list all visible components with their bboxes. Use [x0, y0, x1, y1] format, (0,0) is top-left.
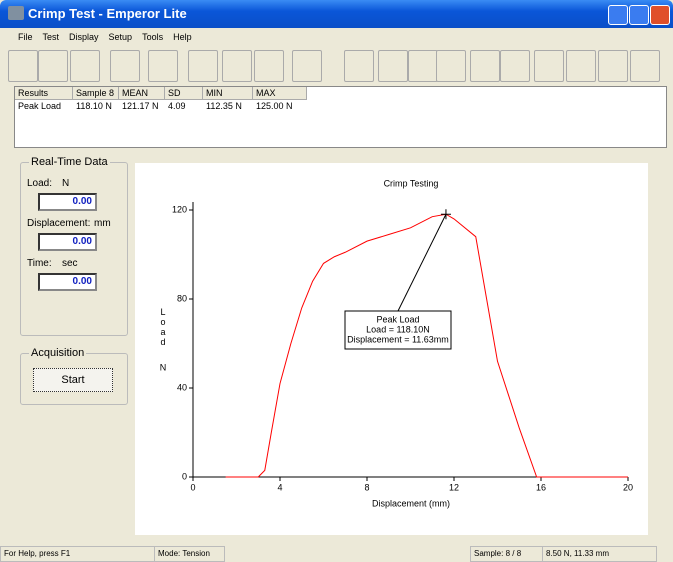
field-unit: mm [94, 218, 111, 229]
table-cell: 4.09 [168, 101, 186, 111]
app-icon [8, 6, 24, 20]
toolbar-button[interactable] [222, 50, 252, 82]
status-pane: For Help, press F1 [0, 546, 155, 562]
y-tick-label: 120 [172, 204, 187, 214]
menu-item[interactable]: Help [173, 32, 192, 42]
toolbar-button[interactable] [500, 50, 530, 82]
x-tick-label: 16 [536, 482, 546, 492]
x-tick-label: 0 [190, 482, 195, 492]
table-cell: 112.35 N [206, 101, 242, 111]
close-button[interactable] [650, 5, 670, 25]
field-unit: N [62, 178, 70, 189]
menu-item[interactable]: Setup [108, 32, 133, 42]
toolbar-button[interactable] [436, 50, 466, 82]
results-table: Results Sample 8 MEAN SD MIN MAX Peak Load 118.… [14, 86, 667, 148]
status-pane: Sample: 8 / 8 [470, 546, 543, 562]
x-tick-label: 4 [277, 482, 282, 492]
realtime-group: Real-Time Data [20, 156, 128, 336]
title-bar: Crimp Test - Emperor Lite [0, 0, 673, 28]
field-unit: sec [62, 258, 78, 269]
status-pane: Mode: Tension [154, 546, 225, 562]
acquisition-group: Acquisition Start [20, 347, 128, 405]
y-tick-label: 80 [177, 293, 187, 303]
group-title: Acquisition [29, 347, 87, 359]
maximize-button[interactable] [629, 5, 649, 25]
menu-bar: File Test Display Setup Tools Help [18, 32, 202, 42]
start-button[interactable]: Start [33, 368, 113, 392]
toolbar-button[interactable] [598, 50, 628, 82]
table-header: MEAN [119, 87, 165, 100]
table-header: Sample 8 [73, 87, 119, 100]
toolbar-button[interactable] [378, 50, 408, 82]
toolbar-button[interactable] [292, 50, 322, 82]
toolbar-button[interactable] [566, 50, 596, 82]
field-value: 0.00 [38, 233, 97, 251]
menu-item[interactable]: Display [69, 32, 99, 42]
status-pane: 8.50 N, 11.33 mm [542, 546, 657, 562]
toolbar-button[interactable] [188, 50, 218, 82]
group-title: Real-Time Data [29, 156, 110, 168]
table-cell: Peak Load [18, 101, 62, 111]
annotation-text: Displacement = 11.63mm [347, 334, 449, 344]
toolbar-button[interactable] [254, 50, 284, 82]
y-tick-label: 0 [182, 471, 187, 481]
table-header: SD [165, 87, 203, 100]
menu-item[interactable]: File [18, 32, 33, 42]
chart: Crimp Testing Displacement (mm) N 0 4 8 12 1… [135, 163, 648, 535]
annotation-text: Peak Load [376, 314, 419, 324]
window-title: Crimp Test - Emperor Lite [28, 6, 187, 21]
x-axis-label: Displacement (mm) [372, 498, 450, 508]
toolbar-button[interactable] [534, 50, 564, 82]
toolbar-button[interactable] [408, 50, 438, 82]
minimize-button[interactable] [608, 5, 628, 25]
table-cell: 121.17 N [122, 101, 159, 111]
chart-title: Crimp Testing [384, 178, 439, 188]
toolbar-button[interactable] [630, 50, 660, 82]
data-line [225, 213, 628, 478]
field-value: 0.00 [38, 193, 97, 211]
table-header: MAX [253, 87, 307, 100]
field-label: Displacement: [27, 218, 91, 229]
table-header: MIN [203, 87, 253, 100]
annotation-leader [397, 214, 447, 312]
peak-marker [440, 209, 451, 220]
toolbar-button[interactable] [70, 50, 100, 82]
annotation-box [344, 310, 452, 350]
menu-item[interactable]: Test [42, 32, 60, 42]
field-value: 0.00 [38, 273, 97, 291]
toolbar-button[interactable] [38, 50, 68, 82]
toolbar-button[interactable] [110, 50, 140, 82]
table-header: Results [15, 87, 73, 100]
annotation-text: Load = 118.10N [366, 324, 430, 334]
table-cell: 125.00 N [256, 101, 293, 111]
menu-item[interactable]: Tools [142, 32, 164, 42]
y-tick-label: 40 [177, 382, 187, 392]
toolbar-button[interactable] [8, 50, 38, 82]
toolbar-button[interactable] [148, 50, 178, 82]
field-label: Time: [27, 258, 52, 269]
x-tick-label: 8 [364, 482, 369, 492]
toolbar-button[interactable] [344, 50, 374, 82]
y-unit-label: N [160, 362, 167, 372]
x-tick-label: 20 [623, 482, 633, 492]
toolbar-button[interactable] [470, 50, 500, 82]
table-cell: 118.10 N [76, 101, 112, 111]
field-label: Load: [27, 178, 53, 189]
x-tick-label: 12 [449, 482, 459, 492]
